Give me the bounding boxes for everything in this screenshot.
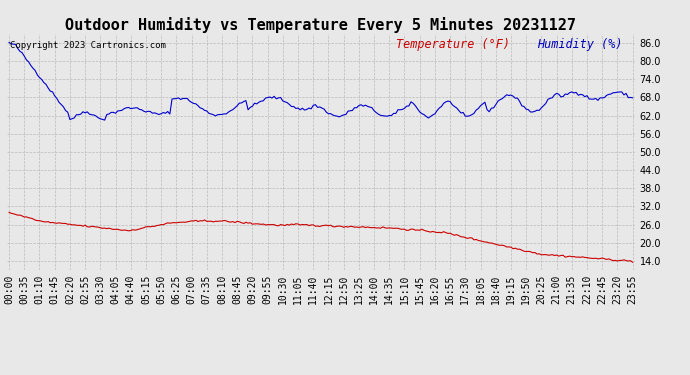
Text: Temperature (°F): Temperature (°F) <box>396 39 510 51</box>
Text: Humidity (%): Humidity (%) <box>538 39 623 51</box>
Title: Outdoor Humidity vs Temperature Every 5 Minutes 20231127: Outdoor Humidity vs Temperature Every 5 … <box>66 16 576 33</box>
Text: Copyright 2023 Cartronics.com: Copyright 2023 Cartronics.com <box>10 41 166 50</box>
